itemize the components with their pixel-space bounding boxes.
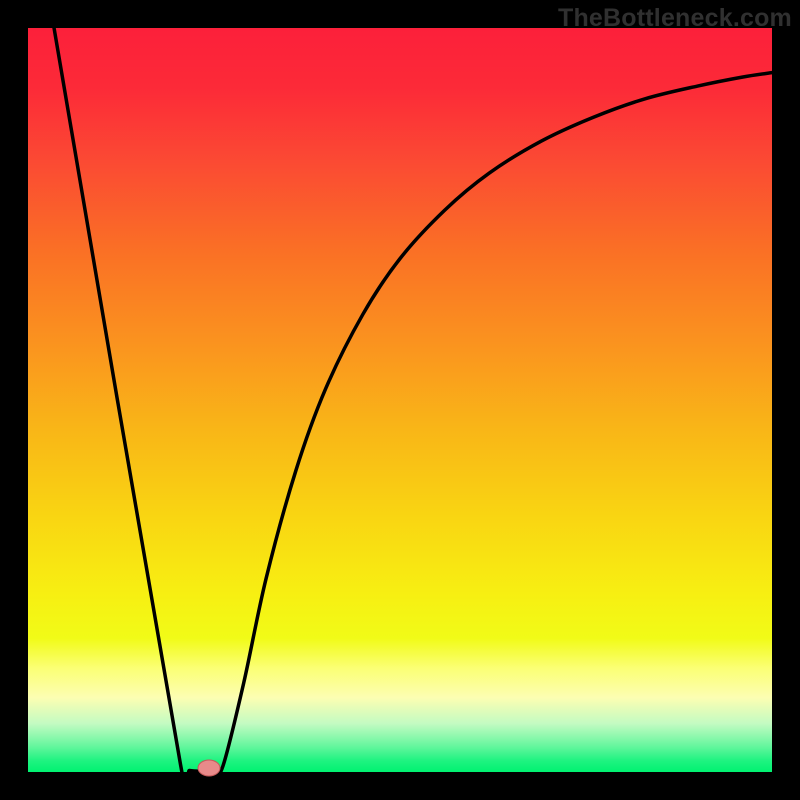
- optimum-marker: [197, 760, 220, 777]
- chart-frame: TheBottleneck.com: [0, 0, 800, 800]
- watermark-text: TheBottleneck.com: [558, 4, 792, 33]
- plot-area: [28, 28, 772, 772]
- curve-layer: [28, 28, 772, 772]
- bottleneck-curve: [54, 28, 772, 772]
